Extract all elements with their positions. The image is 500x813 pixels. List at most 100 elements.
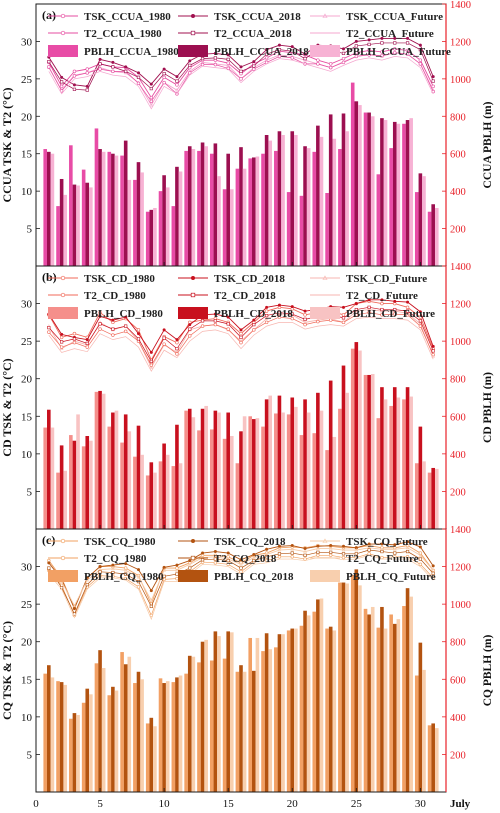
pblh-bar — [316, 599, 320, 792]
right-axis-label: CQ PBLH (m) — [482, 635, 494, 707]
line-point — [111, 318, 115, 322]
pblh-bar — [158, 678, 163, 792]
line-point — [188, 334, 192, 338]
pblh-bar — [50, 153, 55, 266]
pblh-bar — [402, 123, 406, 267]
pblh-bar — [367, 112, 371, 266]
pblh-bar — [98, 149, 102, 266]
pblh-bar — [325, 628, 329, 792]
line-point — [251, 555, 256, 559]
pblh-bar — [165, 681, 170, 792]
line-point — [175, 338, 179, 342]
pblh-bar — [418, 426, 423, 529]
line-point — [239, 77, 243, 81]
pblh-bar — [383, 120, 388, 266]
line-point — [367, 305, 371, 309]
line-point — [405, 48, 410, 53]
left-tick-label: 25 — [21, 599, 33, 611]
pblh-bar — [149, 462, 154, 529]
line-point — [124, 572, 128, 576]
bar-series-3 — [50, 105, 439, 267]
pblh-bar — [261, 651, 265, 792]
line-point — [431, 564, 435, 568]
line-point — [59, 345, 64, 349]
line-point — [367, 307, 372, 311]
line-point — [418, 545, 422, 549]
pblh-bar — [153, 726, 157, 792]
right-tick-label: 200 — [450, 750, 466, 761]
line-point — [239, 566, 243, 570]
left-tick-label: 30 — [21, 299, 33, 311]
bar-series-1 — [43, 575, 432, 793]
line-point — [264, 558, 269, 563]
line-point — [239, 65, 243, 69]
pblh-bar — [69, 145, 73, 266]
line-point — [175, 75, 179, 79]
pblh-bar — [277, 395, 282, 529]
legend-marker — [322, 275, 328, 280]
pblh-bar — [217, 176, 221, 266]
line-point — [418, 324, 423, 328]
pblh-bar — [123, 140, 128, 266]
line-point — [277, 552, 282, 556]
legend-marker — [60, 275, 66, 281]
pblh-bar — [136, 162, 141, 266]
line-point — [380, 307, 384, 312]
line-point — [303, 322, 307, 327]
pblh-bar — [306, 412, 311, 529]
right-tick-label: 200 — [450, 487, 466, 498]
pblh-bar — [255, 637, 260, 792]
pblh-bar — [107, 695, 112, 792]
pblh-bar — [427, 211, 432, 266]
line-point — [162, 80, 166, 85]
pblh-bar — [286, 414, 291, 529]
x-tick-label: 25 — [351, 798, 363, 810]
pblh-bar — [213, 631, 218, 792]
pblh-bar — [370, 374, 375, 529]
pblh-bar — [239, 147, 243, 266]
line-point — [149, 589, 153, 593]
pblh-bar — [248, 416, 253, 529]
pblh-bar — [229, 189, 234, 266]
legend-label: T2_CCUA_2018 — [214, 28, 292, 40]
line-point — [341, 555, 346, 560]
line-point — [303, 309, 307, 313]
line-point — [136, 579, 141, 584]
line-series-6 — [48, 56, 434, 110]
line-point — [149, 99, 154, 104]
line-point — [72, 340, 77, 345]
pblh-bar — [252, 157, 256, 266]
line-point — [239, 340, 243, 345]
pblh-bar — [136, 425, 141, 529]
line-point — [149, 82, 153, 86]
pblh-bar — [175, 677, 179, 792]
pblh-bar — [396, 619, 401, 792]
x-tick-label: 0 — [33, 798, 39, 810]
line-point — [72, 603, 77, 607]
pblh-bar — [120, 155, 124, 266]
pblh-bar — [187, 408, 192, 529]
line-point — [200, 324, 205, 328]
line-point — [341, 547, 346, 552]
line-point — [303, 553, 307, 557]
line-point — [239, 570, 243, 574]
legend-label: PBLH_CD_Future — [346, 308, 435, 320]
pblh-bar — [303, 399, 307, 529]
pblh-bar — [175, 166, 179, 266]
pblh-bar — [312, 611, 317, 792]
pblh-bar — [354, 569, 359, 792]
pblh-bar — [383, 399, 388, 529]
bar-series-2 — [47, 342, 435, 529]
pblh-bar — [299, 625, 304, 792]
line-point — [367, 310, 371, 315]
pblh-bar — [111, 412, 115, 529]
pblh-bar — [171, 466, 176, 529]
line-point — [149, 365, 154, 369]
line-point — [277, 303, 281, 307]
pblh-bar — [178, 171, 183, 266]
pblh-bar — [235, 463, 240, 529]
line-point — [303, 317, 307, 321]
line-point — [136, 81, 141, 86]
pblh-bar — [120, 652, 124, 792]
left-tick-label: 25 — [21, 74, 33, 86]
